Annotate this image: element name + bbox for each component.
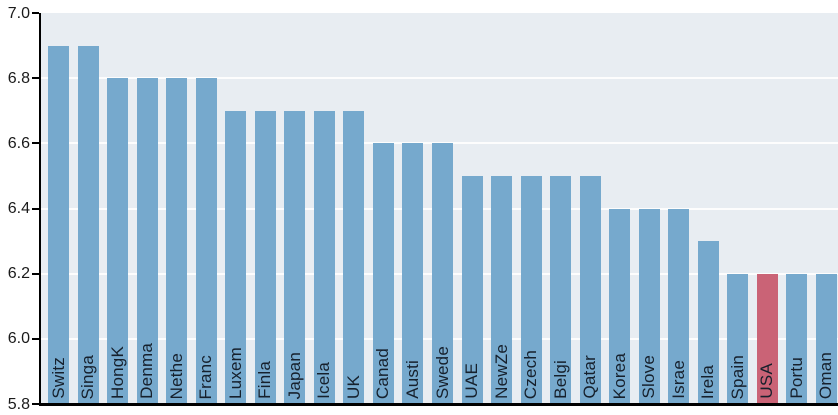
y-axis-line <box>39 13 41 404</box>
bar-label: Oman <box>816 351 836 399</box>
bar-Swede: Swede <box>432 143 453 404</box>
bar-Finla: Finla <box>254 110 276 404</box>
bar-label: Austi <box>402 360 422 399</box>
bar-Austi: Austi <box>402 143 424 404</box>
bar-Luxem: Luxem <box>225 110 247 404</box>
y-tick-label: 6.6 <box>7 134 30 152</box>
bar-Slove: Slove <box>638 208 660 404</box>
bar-HongK: HongK <box>107 78 129 404</box>
bar-label: Finla <box>255 361 275 399</box>
bar-label: Singa <box>78 354 98 399</box>
bar-Switz: Switz <box>48 45 70 404</box>
bar-label: NewZe <box>491 344 511 399</box>
bar-NewZe: NewZe <box>491 175 513 404</box>
bar-Korea: Korea <box>609 208 631 404</box>
y-tick-label: 5.8 <box>7 395 30 413</box>
y-tick-label: 6.8 <box>7 69 30 87</box>
bar-label: HongK <box>107 346 127 399</box>
bar-Czech: Czech <box>520 175 542 404</box>
y-tick <box>32 272 39 275</box>
y-tick-label: 6.4 <box>7 200 30 217</box>
bar-label: Nethe <box>166 352 186 399</box>
y-tick <box>32 142 39 145</box>
bar-label: USA <box>757 363 777 399</box>
x-axis-line <box>39 403 838 406</box>
bar-Qatar: Qatar <box>579 175 601 404</box>
gridline <box>41 142 838 145</box>
bar-Icela: Icela <box>313 110 335 404</box>
bar-label: Canad <box>373 347 393 399</box>
y-tick-label: 6.2 <box>7 265 30 283</box>
bar-label: UAE <box>462 363 482 399</box>
bar-Spain: Spain <box>727 273 749 404</box>
bar-Canad: Canad <box>372 143 394 404</box>
bar-Oman: Oman <box>815 273 837 404</box>
plot-area: Switz Singa HongK Denma Nethe Franc Luxem Finla… <box>41 13 838 404</box>
y-tick <box>32 403 39 405</box>
bar-label: Portu <box>786 357 806 399</box>
bar-label: Irela <box>698 364 718 399</box>
bar-label: Switz <box>48 357 68 399</box>
bar-label: Qatar <box>580 355 600 399</box>
bar-label: Denma <box>137 343 157 399</box>
bar-Singa: Singa <box>77 45 99 404</box>
bar-highlight-USA: USA <box>756 273 778 404</box>
bar-label: Japan <box>284 351 304 399</box>
bar-label: UK <box>343 374 363 399</box>
bar-label: Luxem <box>225 346 245 399</box>
bar-Belgi: Belgi <box>550 175 572 404</box>
bar-label: Spain <box>727 354 747 399</box>
y-tick <box>32 337 39 340</box>
bar-Israe: Israe <box>668 208 690 404</box>
y-tick-label: 7.0 <box>7 4 30 22</box>
bar-Franc: Franc <box>195 78 217 404</box>
bar-UK: UK <box>343 110 365 404</box>
bar-Portu: Portu <box>786 273 808 404</box>
bar-UAE: UAE <box>461 175 483 404</box>
y-tick <box>32 207 39 210</box>
bar-Japan: Japan <box>284 110 306 404</box>
y-tick <box>32 12 39 14</box>
y-tick-label: 6.0 <box>7 330 30 348</box>
bar-Denma: Denma <box>136 78 158 404</box>
bar-label: Israe <box>668 360 688 399</box>
y-tick <box>32 77 39 80</box>
bar-Nethe: Nethe <box>166 78 188 404</box>
bar-label: Korea <box>609 352 629 399</box>
bar-label: Slove <box>639 355 659 399</box>
gridline <box>41 77 838 80</box>
bar-label: Franc <box>196 354 216 399</box>
bar-label: Icela <box>314 362 334 399</box>
bar-Irela: Irela <box>697 241 719 404</box>
bar-label: Belgi <box>550 360 570 399</box>
bar-label: Czech <box>521 349 541 399</box>
bar-label: Swede <box>432 346 452 399</box>
